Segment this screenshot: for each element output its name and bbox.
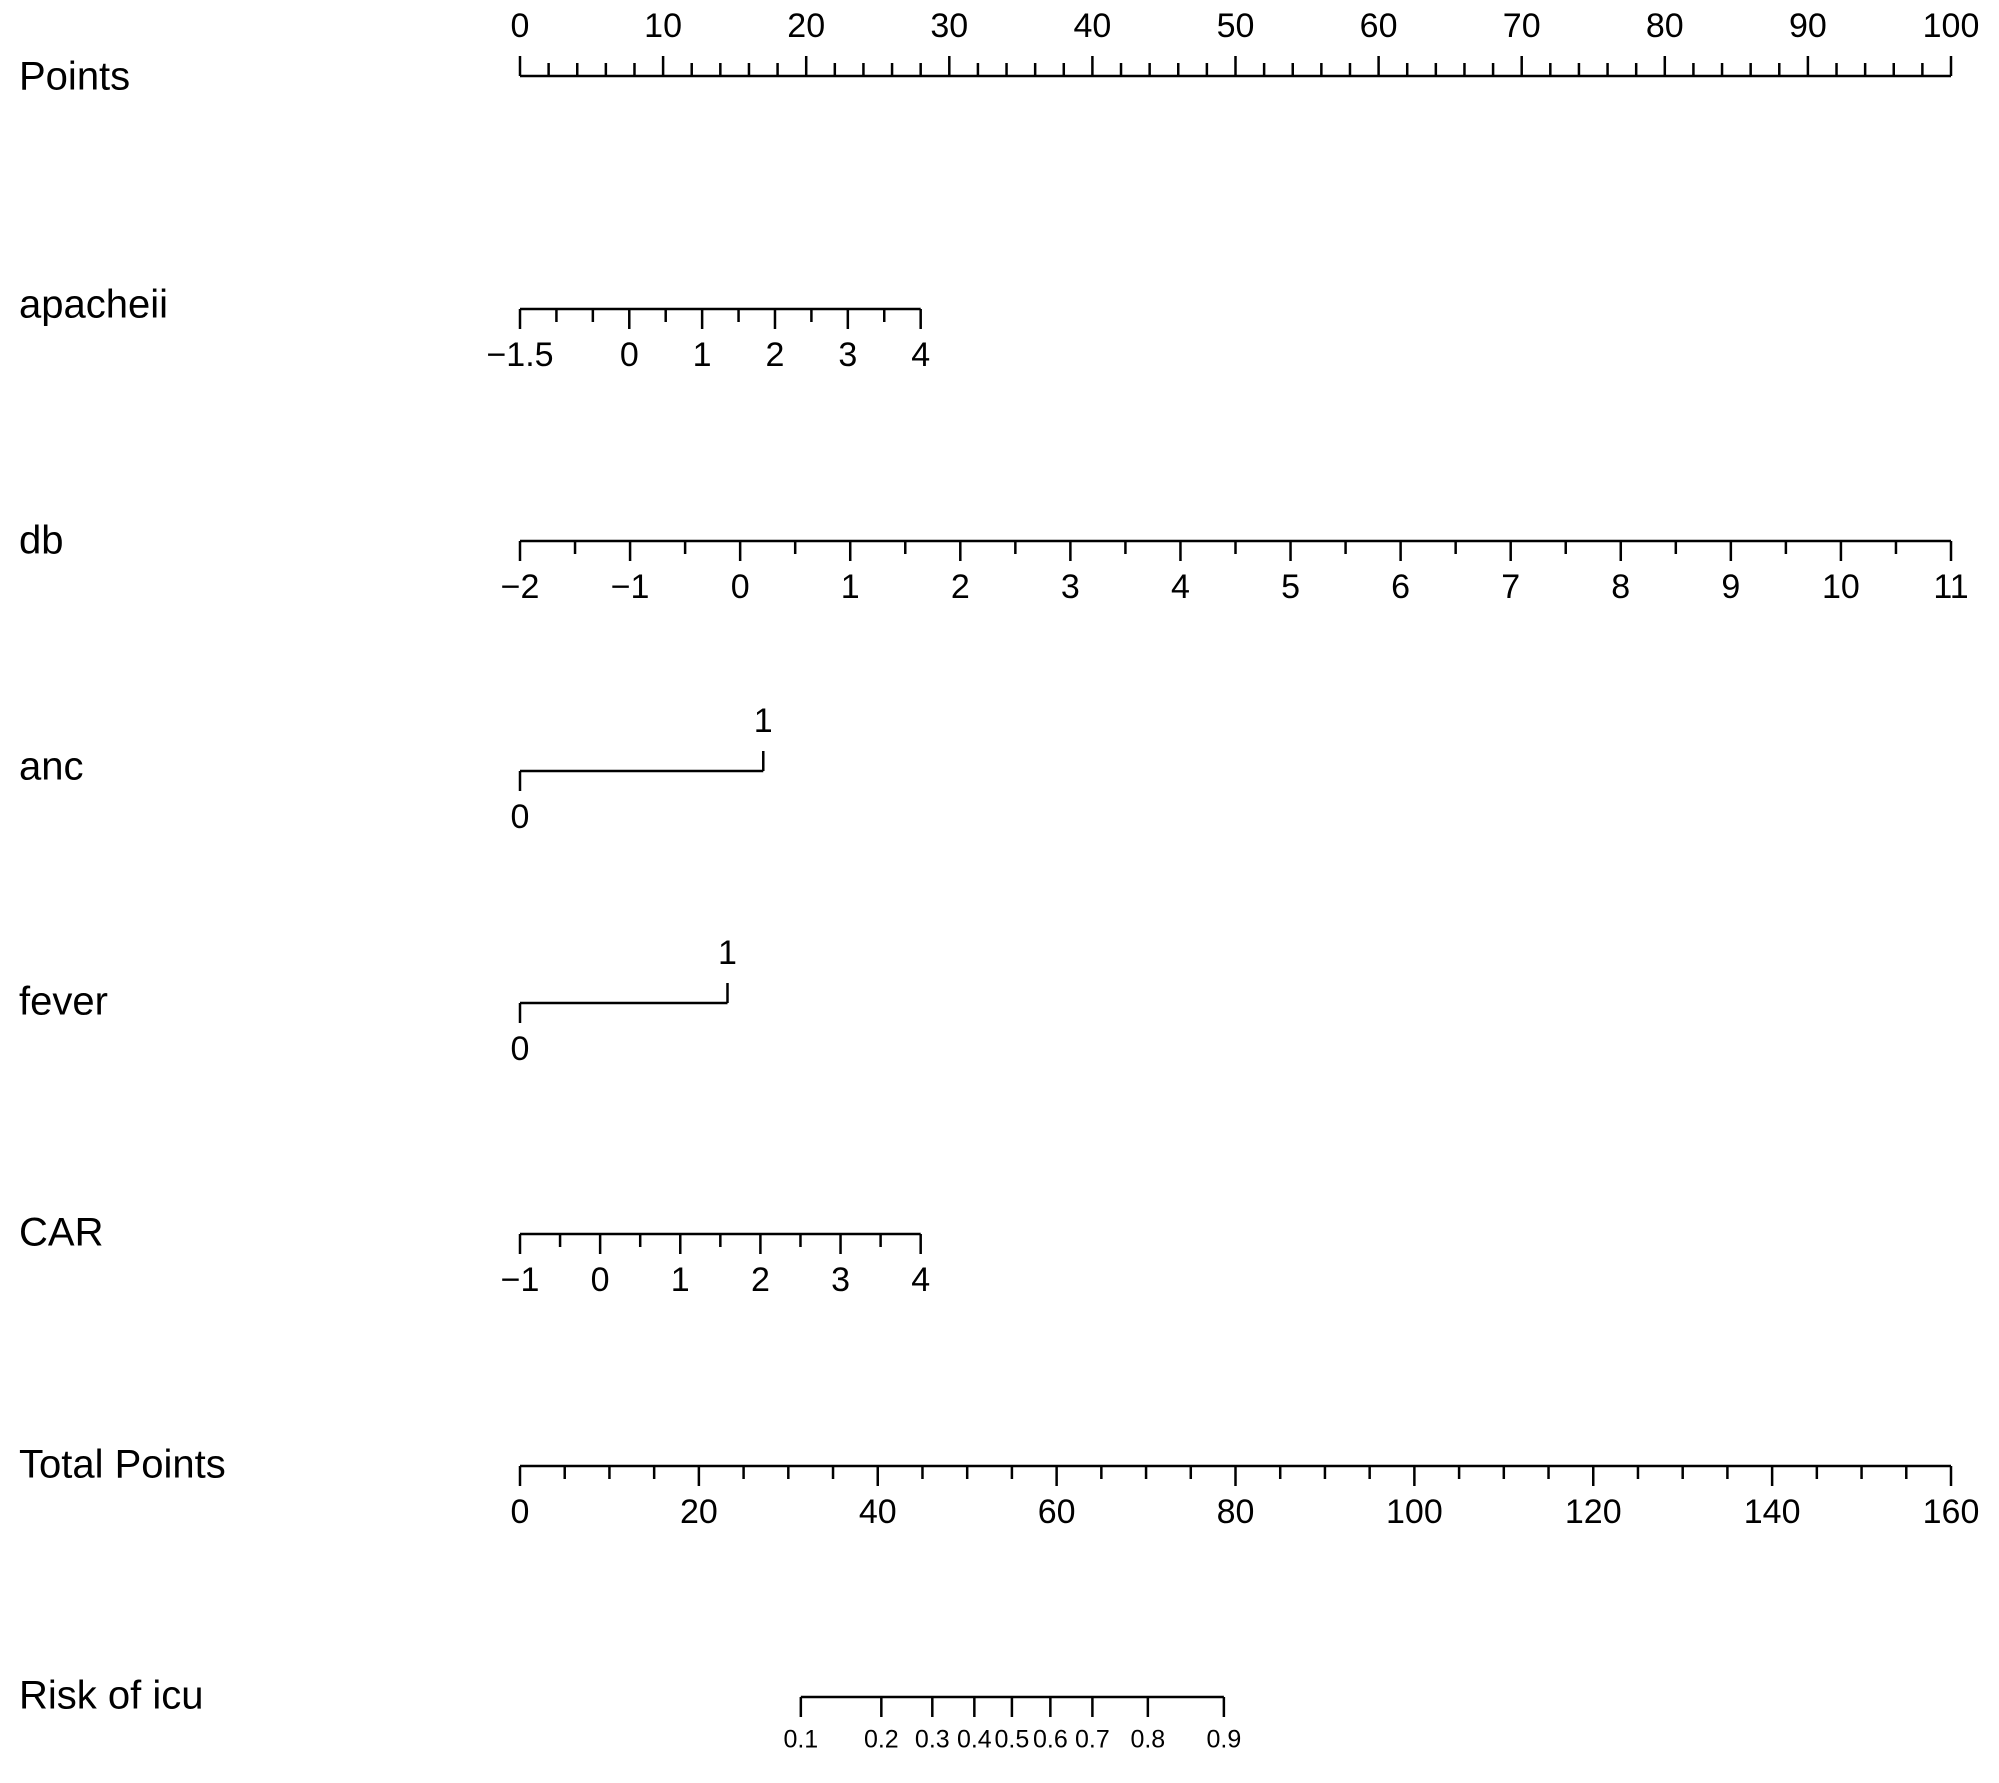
tick-label: 8	[1611, 568, 1630, 606]
tick-label: 5	[1281, 568, 1300, 606]
tick-label: 0.1	[783, 1726, 818, 1754]
tick-label: 0	[731, 568, 750, 606]
tick-label: 4	[1171, 568, 1190, 606]
tick-label: 80	[1646, 7, 1684, 45]
tick-label: 0.4	[957, 1726, 992, 1754]
tick-label: 11	[1933, 568, 1968, 606]
tick-label: 30	[930, 7, 968, 45]
tick-label: 0.9	[1206, 1726, 1241, 1754]
tick-label: 4	[911, 336, 930, 374]
tick-label: 160	[1923, 1493, 1980, 1531]
tick-label: 1	[671, 1261, 690, 1299]
axis-label: db	[19, 519, 64, 563]
tick-label: 100	[1386, 1493, 1443, 1531]
tick-label: 50	[1217, 7, 1255, 45]
tick-label: 2	[751, 1261, 770, 1299]
tick-label: 20	[787, 7, 825, 45]
tick-label: −2	[501, 568, 540, 606]
tick-label: 1	[841, 568, 860, 606]
axis-label: apacheii	[19, 283, 168, 327]
tick-label: 6	[1391, 568, 1410, 606]
tick-label: 0	[620, 336, 639, 374]
tick-label: 70	[1503, 7, 1541, 45]
tick-label: 0.5	[995, 1726, 1030, 1754]
axis-label: Total Points	[19, 1443, 226, 1487]
tick-label: 0	[591, 1261, 610, 1299]
tick-label: 0	[511, 1030, 530, 1068]
tick-label: 40	[859, 1493, 897, 1531]
tick-label: 4	[911, 1261, 930, 1299]
tick-label: 1	[693, 336, 712, 374]
tick-label: 80	[1217, 1493, 1255, 1531]
tick-label: 0	[511, 7, 530, 45]
tick-label: 140	[1744, 1493, 1801, 1531]
axis-label: Points	[19, 55, 130, 99]
tick-label: 60	[1038, 1493, 1076, 1531]
tick-label: 100	[1923, 7, 1980, 45]
axis-label: CAR	[19, 1211, 103, 1255]
tick-label: −1.5	[486, 336, 553, 374]
tick-label: −1	[611, 568, 650, 606]
tick-label: 3	[831, 1261, 850, 1299]
tick-label: 3	[1061, 568, 1080, 606]
tick-label: 0.6	[1033, 1726, 1068, 1754]
tick-label: 3	[838, 336, 857, 374]
tick-label: 120	[1565, 1493, 1622, 1531]
tick-label: 2	[766, 336, 785, 374]
tick-label: 0.3	[915, 1726, 950, 1754]
tick-label: 9	[1721, 568, 1740, 606]
tick-label: 20	[680, 1493, 718, 1531]
tick-label: 1	[754, 702, 773, 740]
tick-label: 0.8	[1130, 1726, 1165, 1754]
axis-label: Risk of icu	[19, 1674, 204, 1718]
tick-label: 10	[1822, 568, 1860, 606]
tick-label: 60	[1360, 7, 1398, 45]
tick-label: 0.7	[1075, 1726, 1110, 1754]
tick-label: 0	[511, 798, 530, 836]
tick-label: 40	[1073, 7, 1111, 45]
tick-label: 10	[644, 7, 682, 45]
axis-label: fever	[19, 980, 108, 1024]
tick-label: 1	[718, 934, 737, 972]
tick-label: −1	[501, 1261, 540, 1299]
tick-label: 90	[1789, 7, 1827, 45]
tick-label: 7	[1501, 568, 1520, 606]
tick-label: 2	[951, 568, 970, 606]
tick-label: 0.2	[864, 1726, 899, 1754]
tick-label: 0	[511, 1493, 530, 1531]
axis-label: anc	[19, 745, 84, 789]
